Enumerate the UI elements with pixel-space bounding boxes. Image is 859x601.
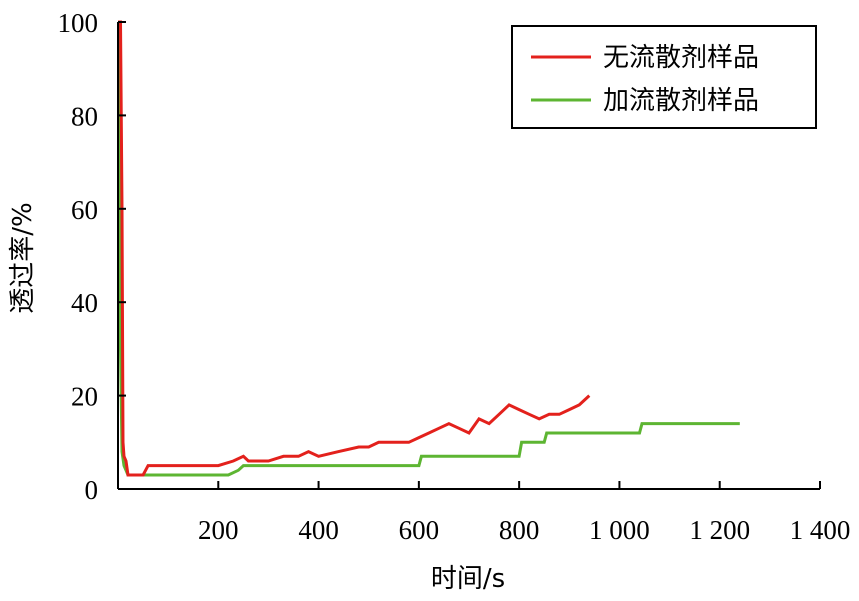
- y-tick-label: 100: [58, 8, 99, 38]
- y-tick-label: 60: [71, 195, 98, 225]
- plot-lines: [118, 20, 740, 477]
- y-ticks: 0 20 40 60 80 100: [58, 8, 126, 505]
- series-line-no-flow-agent: [118, 20, 591, 477]
- x-axis-title: 时间/s: [431, 564, 505, 594]
- x-tick-label: 400: [298, 515, 339, 545]
- x-tick-label: 200: [198, 515, 239, 545]
- x-tick-label: 1 400: [790, 515, 851, 545]
- axes: [117, 22, 820, 490]
- x-tick-label: 1 200: [689, 515, 750, 545]
- x-ticks: 200 400 600 800 1 000 1 200 1 400: [198, 481, 850, 545]
- legend-label-no-flow-agent: 无流散剂样品: [603, 43, 759, 73]
- y-tick-label: 0: [85, 475, 99, 505]
- y-tick-label: 40: [71, 288, 98, 318]
- legend: 无流散剂样品 加流散剂样品: [511, 25, 817, 129]
- x-tick-label: 1 000: [589, 515, 650, 545]
- x-tick-label: 600: [399, 515, 440, 545]
- legend-box: [511, 25, 817, 129]
- y-tick-label: 20: [71, 382, 98, 412]
- y-axis-title: 透过率/%: [8, 202, 38, 313]
- x-tick-label: 800: [499, 515, 540, 545]
- legend-label-with-flow-agent: 加流散剂样品: [603, 86, 759, 116]
- y-tick-label: 80: [71, 101, 98, 131]
